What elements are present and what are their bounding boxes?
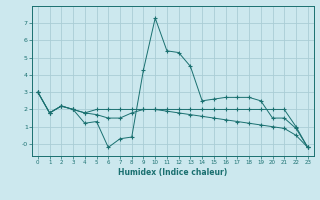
X-axis label: Humidex (Indice chaleur): Humidex (Indice chaleur) [118, 168, 228, 177]
